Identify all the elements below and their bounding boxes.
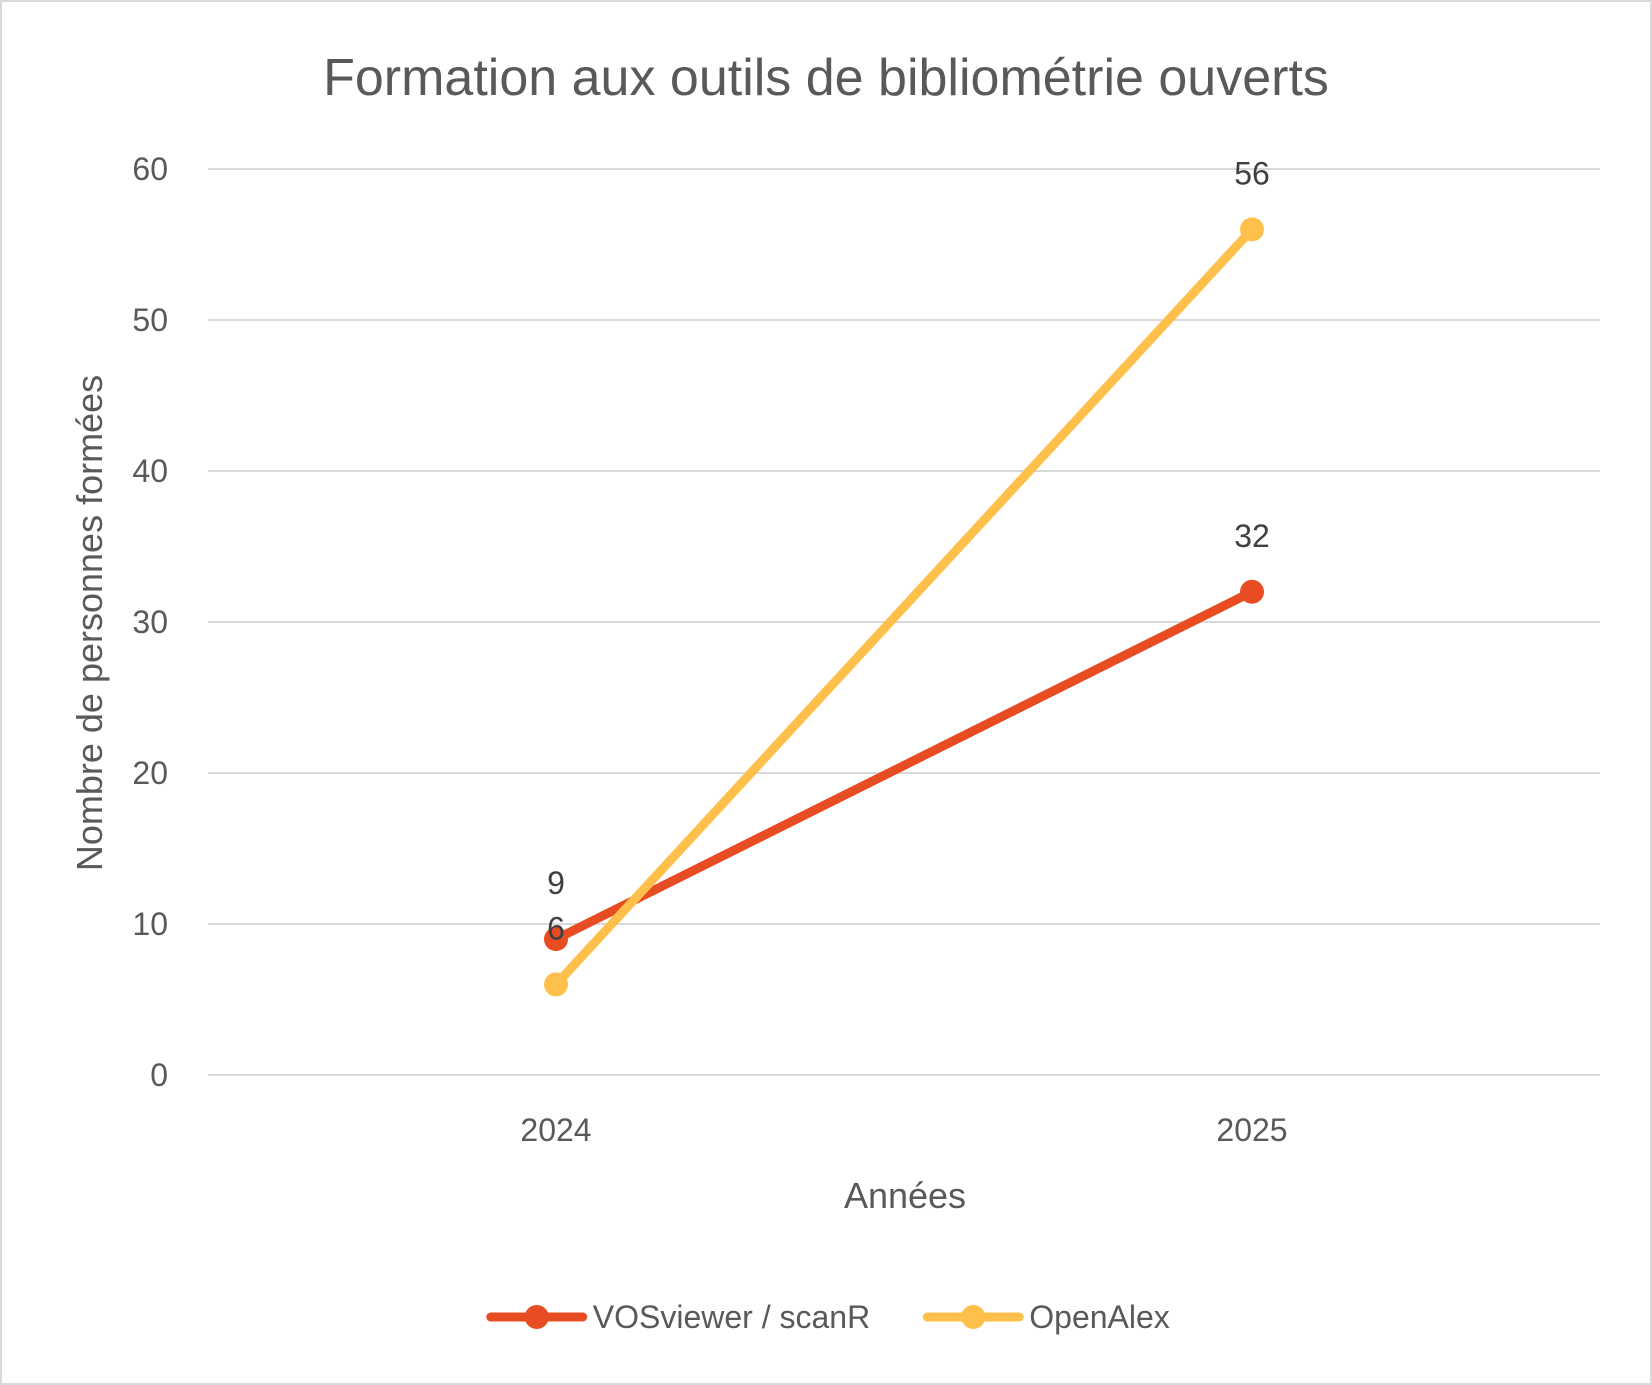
data-label: 9 [547, 865, 565, 901]
series-line-0 [551, 587, 1257, 944]
data-labels: 9 32 6 56 [547, 155, 1270, 946]
x-tick-label: 2025 [1216, 1112, 1287, 1148]
y-tick-label: 60 [132, 151, 168, 187]
gridlines [208, 168, 1600, 1076]
y-axis-ticks: 0 10 20 30 40 50 60 [132, 151, 168, 1093]
data-label: 6 [547, 910, 565, 946]
legend: VOSviewer / scanR OpenAlex [486, 1299, 1170, 1335]
y-tick-label: 20 [132, 755, 168, 791]
y-tick-label: 0 [150, 1057, 168, 1093]
y-tick-label: 40 [132, 453, 168, 489]
x-tick-label: 2024 [520, 1112, 591, 1148]
x-axis-ticks: 2024 2025 [520, 1112, 1287, 1148]
y-tick-label: 50 [132, 302, 168, 338]
data-label: 32 [1234, 518, 1270, 554]
legend-label: OpenAlex [1029, 1299, 1170, 1335]
legend-label: VOSviewer / scanR [593, 1299, 870, 1335]
y-tick-label: 10 [132, 906, 168, 942]
series-lines [544, 217, 1264, 997]
data-point [544, 927, 568, 952]
y-axis-title: Nombre de personnes formées [69, 375, 110, 871]
y-tick-label: 30 [132, 604, 168, 640]
series-line-1 [551, 224, 1257, 989]
x-axis-title: Années [844, 1175, 966, 1216]
data-point [1240, 217, 1264, 242]
data-point [544, 972, 568, 997]
legend-swatch-marker [961, 1305, 986, 1329]
chart-title: Formation aux outils de bibliométrie ouv… [323, 49, 1329, 107]
legend-swatch-marker [524, 1305, 549, 1329]
data-point [1240, 579, 1264, 604]
data-label: 56 [1234, 155, 1270, 191]
